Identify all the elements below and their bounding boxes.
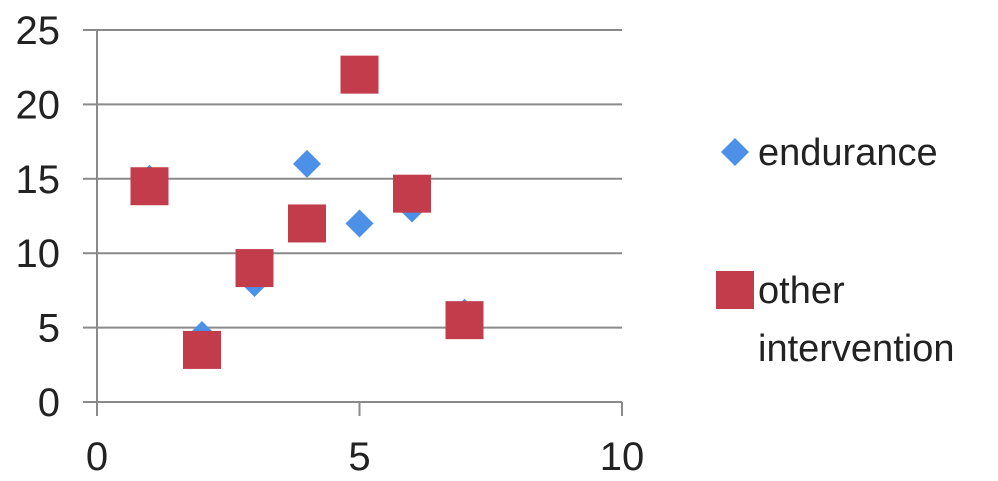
y-tick-label-15: 15 — [16, 158, 61, 202]
series-other-intervention — [130, 55, 484, 369]
tick-labels: 0 5 10 15 20 25 0 5 10 — [16, 9, 645, 479]
grid-lines — [97, 29, 622, 329]
legend-item-other-intervention: other intervention — [716, 270, 954, 370]
other-intervention-point-6 — [393, 174, 431, 213]
legend: endurance other intervention — [716, 132, 954, 370]
other-intervention-point-3 — [235, 249, 274, 288]
y-tick-label-20: 20 — [16, 83, 61, 127]
x-tick-label-0: 0 — [86, 435, 108, 479]
y-tick-label-5: 5 — [38, 307, 60, 351]
legend-item-endurance: endurance — [721, 132, 938, 174]
legend-marker-endurance — [721, 138, 749, 166]
y-tick-label-25: 25 — [16, 9, 61, 53]
axes — [83, 29, 623, 416]
legend-marker-other-intervention — [716, 271, 754, 309]
endurance-point-5 — [345, 209, 374, 238]
legend-label-other-intervention: other intervention — [758, 270, 954, 370]
other-intervention-point-2 — [183, 330, 221, 369]
y-tick-label-10: 10 — [16, 232, 61, 276]
other-intervention-point-7 — [445, 301, 484, 340]
y-tick-label-0: 0 — [38, 381, 60, 425]
endurance-point-4 — [293, 149, 321, 178]
x-tick-label-5: 5 — [348, 435, 370, 479]
other-intervention-point-1 — [130, 167, 169, 206]
x-tick-label-10: 10 — [600, 435, 645, 479]
other-intervention-point-5 — [340, 55, 379, 94]
legend-label-endurance: endurance — [758, 132, 938, 174]
other-intervention-point-4 — [288, 204, 326, 243]
data-points — [130, 55, 484, 369]
